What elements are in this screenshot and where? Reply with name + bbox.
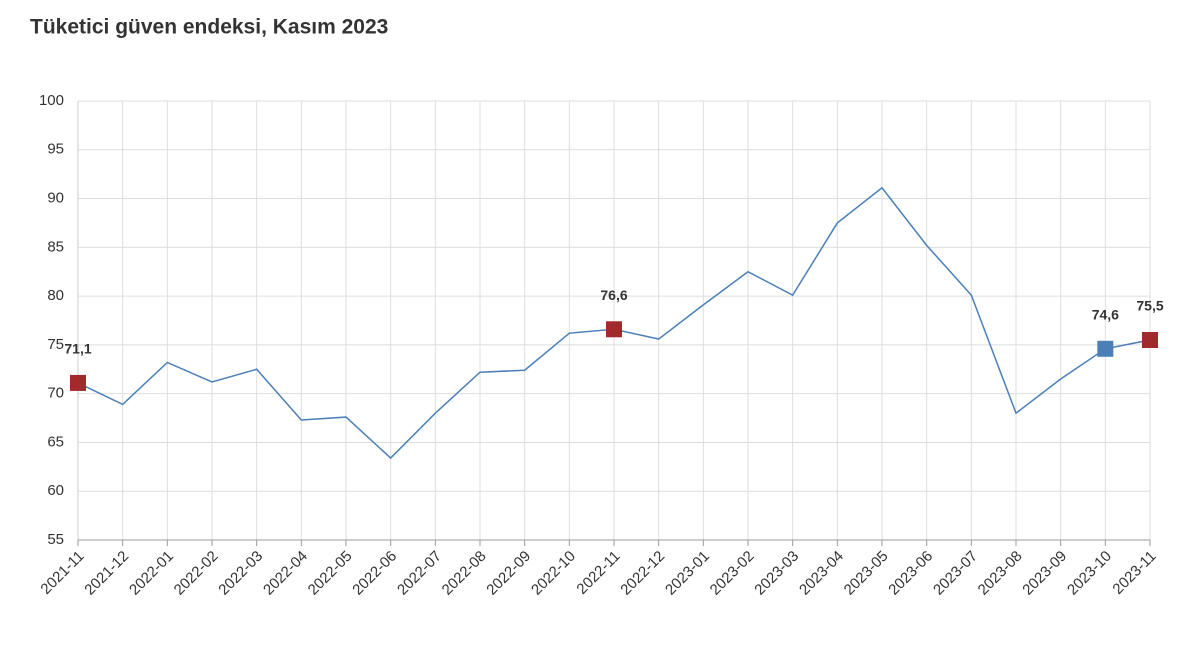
y-tick-label: 80 xyxy=(47,287,64,304)
marker xyxy=(1142,332,1158,349)
x-tick-label: 2022-06 xyxy=(349,548,400,599)
y-tick-label: 85 xyxy=(47,238,64,255)
data-label: 74,6 xyxy=(1092,306,1119,322)
x-tick-label: 2022-04 xyxy=(260,548,311,599)
y-tick-label: 100 xyxy=(39,92,64,109)
y-tick-label: 60 xyxy=(47,482,64,499)
x-tick-label: 2023-11 xyxy=(1109,548,1159,598)
data-label: 76,6 xyxy=(600,287,627,303)
y-tick-label: 95 xyxy=(47,141,64,158)
x-tick-label: 2022-08 xyxy=(439,548,490,599)
x-tick-label: 2023-04 xyxy=(796,548,847,599)
marker xyxy=(1097,340,1114,357)
x-tick-label: 2022-02 xyxy=(171,548,222,599)
y-tick-label: 70 xyxy=(47,385,64,402)
y-tick-label: 55 xyxy=(47,531,64,548)
x-tick-label: 2021-11 xyxy=(37,548,87,598)
x-tick-label: 2022-11 xyxy=(573,548,623,598)
y-tick-label: 90 xyxy=(47,190,64,207)
x-tick-label: 2023-10 xyxy=(1064,548,1115,599)
x-tick-label: 2023-05 xyxy=(841,548,892,599)
x-tick-label: 2022-09 xyxy=(483,548,534,599)
x-tick-label: 2022-12 xyxy=(617,548,668,599)
x-tick-label: 2023-02 xyxy=(707,548,758,599)
x-tick-label: 2022-01 xyxy=(126,548,177,599)
y-tick-label: 75 xyxy=(47,336,64,353)
marker xyxy=(70,374,86,391)
marker xyxy=(606,321,622,338)
x-tick-label: 2023-01 xyxy=(662,548,713,599)
x-tick-label: 2023-03 xyxy=(751,548,802,599)
x-tick-label: 2022-10 xyxy=(528,548,579,599)
x-tick-label: 2022-03 xyxy=(215,548,266,599)
x-tick-label: 2023-07 xyxy=(930,548,981,599)
chart-title: Tüketici güven endeksi, Kasım 2023 xyxy=(30,16,388,39)
x-tick-label: 2022-07 xyxy=(394,548,445,599)
x-tick-label: 2023-06 xyxy=(885,548,936,599)
x-tick-label: 2023-08 xyxy=(975,548,1026,599)
x-tick-label: 2021-12 xyxy=(81,548,132,599)
y-tick-label: 65 xyxy=(47,433,64,450)
x-tick-label: 2023-09 xyxy=(1019,548,1070,599)
data-label: 71,1 xyxy=(64,341,91,357)
x-tick-label: 2022-05 xyxy=(305,548,356,599)
data-label: 75,5 xyxy=(1136,298,1163,314)
